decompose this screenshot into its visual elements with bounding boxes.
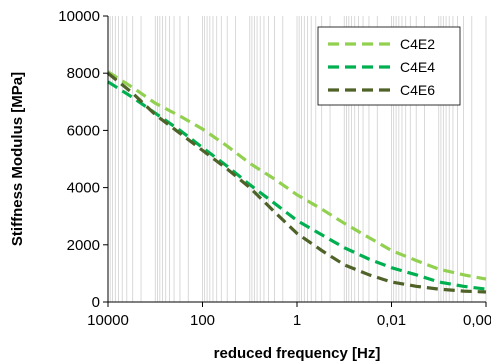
x-tick-label: 100	[190, 312, 215, 329]
legend-label-c4e6: C4E6	[400, 82, 435, 98]
x-tick-label: 10000	[87, 312, 129, 329]
y-tick-label: 4000	[67, 180, 100, 197]
y-tick-label: 6000	[67, 122, 100, 139]
y-tick-label: 8000	[67, 65, 100, 82]
y-tick-label: 0	[92, 294, 100, 311]
y-axis-ticks: 0 2000 4000 6000 8000 10000	[58, 8, 108, 311]
x-axis-title: reduced frequency [Hz]	[214, 345, 381, 362]
legend-label-c4e4: C4E4	[400, 59, 435, 75]
x-tick-label: 1	[293, 312, 301, 329]
series-lines	[106, 70, 487, 294]
series-line-c4e4	[107, 80, 487, 291]
y-axis-title: Stiffness Modulus [MPa]	[9, 72, 26, 246]
y-tick-label: 2000	[67, 237, 100, 254]
series-line-c4e2	[107, 70, 487, 281]
x-tick-label: 0,01	[377, 312, 406, 329]
y-tick-label: 10000	[58, 8, 100, 25]
legend-label-c4e2: C4E2	[400, 36, 435, 52]
series-line-c4e6	[106, 71, 487, 294]
legend: C4E2 C4E4 C4E6	[317, 26, 461, 106]
